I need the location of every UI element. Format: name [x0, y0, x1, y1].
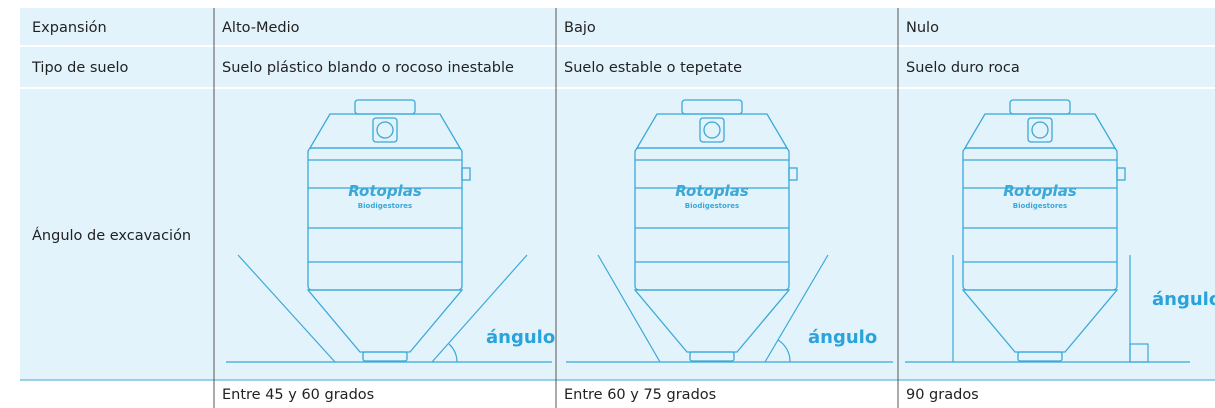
angle-label: ángulo [1152, 289, 1215, 310]
tank-illustration: Rotoplas Biodigestores ángulo [226, 99, 555, 363]
header-cell: Bajo [564, 20, 596, 36]
brand: Rotoplas [675, 182, 749, 200]
header-cell: Nulo [906, 20, 939, 36]
product: Biodigestores [685, 202, 739, 210]
cell: Entre 60 y 75 grados [564, 387, 716, 403]
cell: Ángulo de excavación [32, 227, 191, 244]
tank-illustration: Rotoplas Biodigestores ángulo [566, 99, 893, 363]
cell: Suelo duro roca [906, 60, 1020, 76]
angle-label: ángulo [486, 327, 555, 348]
cell: 90 grados [906, 387, 979, 403]
header-cell: Expansión [32, 20, 107, 36]
angle-label: ángulo [808, 327, 877, 348]
table-bg [20, 8, 1215, 380]
cell: Suelo plástico blando o rocoso inestable [222, 60, 514, 76]
cell: Entre 45 y 60 grados [222, 387, 374, 403]
header-cell: Alto-Medio [222, 20, 300, 36]
product: Biodigestores [358, 202, 412, 210]
product: Biodigestores [1013, 202, 1067, 210]
brand: Rotoplas [348, 182, 422, 200]
brand: Rotoplas [1003, 182, 1077, 200]
cell: Suelo estable o tepetate [564, 60, 742, 76]
tank-illustration: Rotoplas Biodigestores ángulo [905, 99, 1215, 363]
cell: Tipo de suelo [31, 60, 129, 76]
